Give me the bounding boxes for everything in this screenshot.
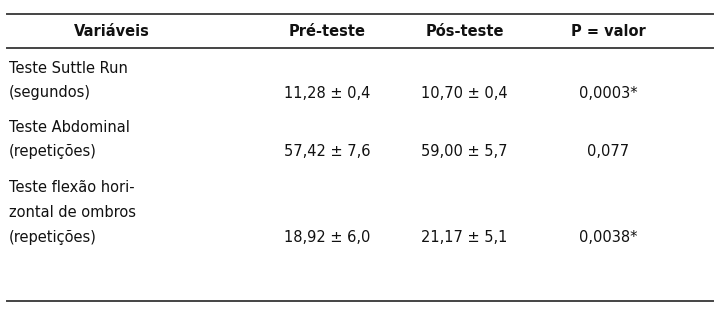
Text: zontal de ombros: zontal de ombros bbox=[9, 205, 135, 220]
Text: P = valor: P = valor bbox=[571, 24, 646, 38]
Text: (repetições): (repetições) bbox=[9, 144, 96, 159]
Text: Pós-teste: Pós-teste bbox=[425, 24, 504, 38]
Text: Teste flexão hori-: Teste flexão hori- bbox=[9, 180, 134, 195]
Text: 0,0003*: 0,0003* bbox=[579, 86, 638, 100]
Text: (segundos): (segundos) bbox=[9, 86, 91, 100]
Text: 0,077: 0,077 bbox=[588, 144, 629, 159]
Text: Pré-teste: Pré-teste bbox=[289, 24, 366, 38]
Text: Variáveis: Variáveis bbox=[73, 24, 150, 38]
Text: 18,92 ± 6,0: 18,92 ± 6,0 bbox=[284, 230, 371, 245]
Text: 57,42 ± 7,6: 57,42 ± 7,6 bbox=[284, 144, 371, 159]
Text: 21,17 ± 5,1: 21,17 ± 5,1 bbox=[421, 230, 508, 245]
Text: 0,0038*: 0,0038* bbox=[579, 230, 638, 245]
Text: 11,28 ± 0,4: 11,28 ± 0,4 bbox=[284, 86, 371, 100]
Text: 10,70 ± 0,4: 10,70 ± 0,4 bbox=[421, 86, 508, 100]
Text: (repetições): (repetições) bbox=[9, 230, 96, 245]
Text: 59,00 ± 5,7: 59,00 ± 5,7 bbox=[421, 144, 508, 159]
Text: Teste Abdominal: Teste Abdominal bbox=[9, 120, 130, 135]
Text: Teste Suttle Run: Teste Suttle Run bbox=[9, 61, 127, 76]
